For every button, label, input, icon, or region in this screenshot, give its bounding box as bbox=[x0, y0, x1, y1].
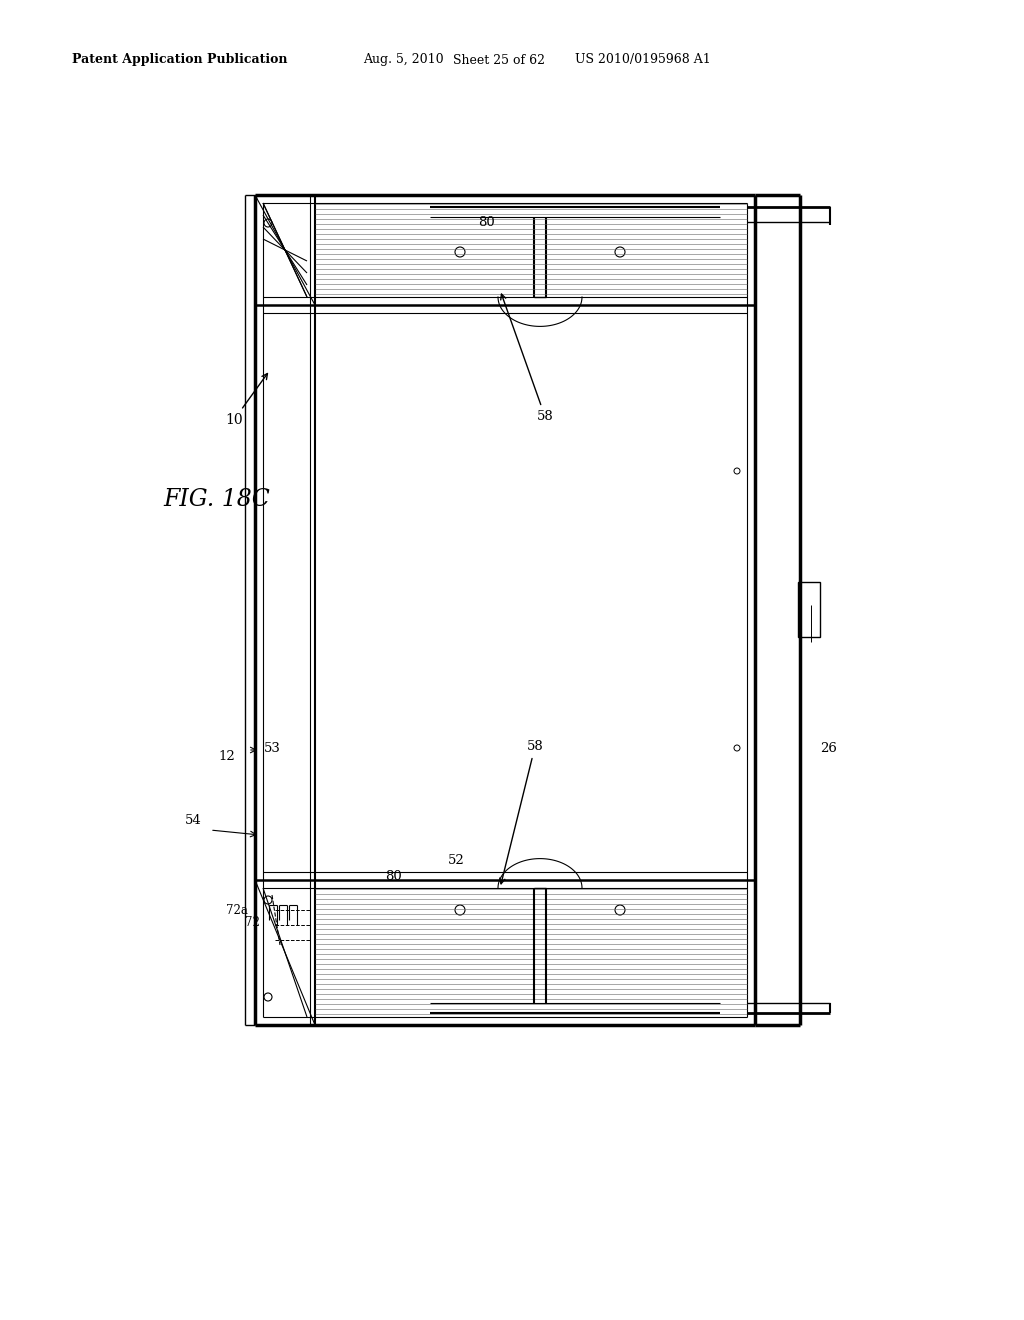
Text: 72: 72 bbox=[245, 916, 260, 928]
Text: Aug. 5, 2010: Aug. 5, 2010 bbox=[362, 54, 443, 66]
Text: 72a: 72a bbox=[226, 903, 248, 916]
Text: Sheet 25 of 62: Sheet 25 of 62 bbox=[453, 54, 545, 66]
Text: 58: 58 bbox=[500, 741, 544, 884]
Bar bbox=[798, 582, 820, 638]
Text: FIG. 18C: FIG. 18C bbox=[163, 488, 270, 511]
Text: US 2010/0195968 A1: US 2010/0195968 A1 bbox=[575, 54, 711, 66]
Text: 58: 58 bbox=[501, 294, 553, 422]
Text: 12: 12 bbox=[218, 750, 234, 763]
Text: Patent Application Publication: Patent Application Publication bbox=[72, 54, 288, 66]
Text: 53: 53 bbox=[264, 742, 281, 755]
Text: 80: 80 bbox=[478, 215, 495, 228]
Text: 54: 54 bbox=[185, 813, 202, 826]
Text: 52: 52 bbox=[449, 854, 465, 866]
Text: 10: 10 bbox=[225, 374, 267, 426]
Text: 26: 26 bbox=[820, 742, 837, 755]
Text: 80: 80 bbox=[385, 870, 401, 883]
